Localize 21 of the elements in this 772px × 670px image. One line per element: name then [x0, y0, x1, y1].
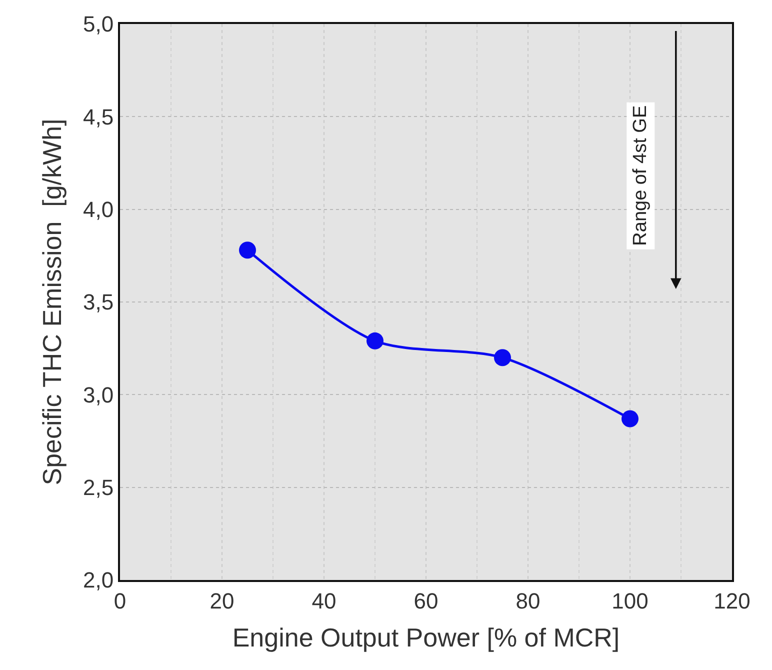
x-tick-label: 0: [114, 588, 126, 614]
y-tick-label: 2,0: [83, 568, 114, 593]
y-tick-label: 3,5: [83, 290, 114, 315]
x-tick-label: 20: [210, 588, 234, 614]
x-tick-label: 80: [516, 588, 540, 614]
point: [239, 242, 256, 259]
x-tick-label: 40: [312, 588, 336, 614]
y-tick-label: 5,0: [83, 12, 114, 37]
y-tick-label: 3,0: [83, 382, 114, 408]
y-tick-label: 2,5: [83, 475, 114, 500]
y-tick-label: 4,0: [83, 197, 114, 222]
y-axis-title: Specific THC Emission [g/kWh]: [36, 118, 67, 486]
y-tick-label: 4,5: [83, 104, 114, 130]
point: [622, 410, 638, 428]
x-tick-label: 100: [612, 588, 648, 614]
x-axis-title: Engine Output Power [% of MCR]: [232, 622, 620, 653]
point: [494, 349, 511, 366]
x-tick-label: 60: [414, 588, 438, 614]
point: [366, 332, 384, 350]
x-tick-label: 120: [714, 588, 750, 614]
annotation: Range of 4st GE: [630, 105, 652, 246]
